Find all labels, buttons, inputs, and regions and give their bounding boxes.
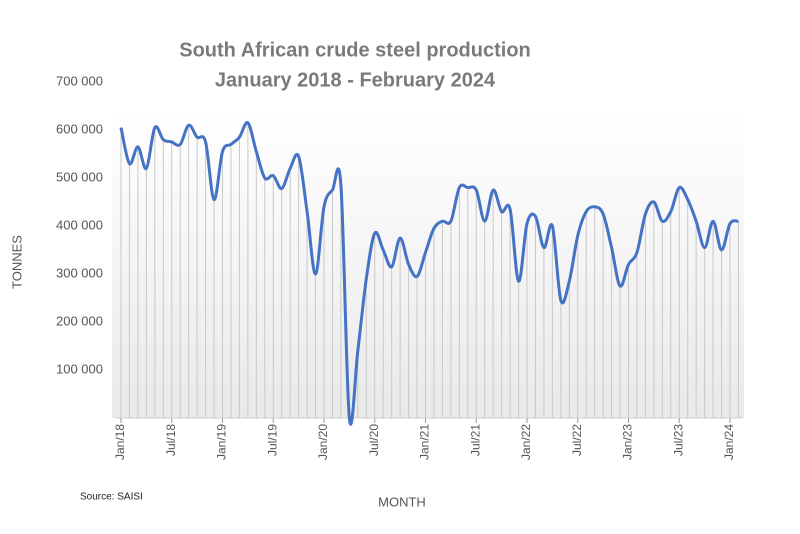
x-tick-label: Jul/18 <box>164 424 178 456</box>
x-tick-label: Jan/23 <box>621 424 635 460</box>
source-note: Source: SAISI <box>80 492 143 503</box>
x-axis-label: MONTH <box>378 494 426 509</box>
chart-title: South African crude steel production <box>179 39 531 61</box>
x-tick-label: Jan/21 <box>418 424 432 460</box>
y-tick-label: 100 000 <box>56 361 103 376</box>
x-tick-label: Jan/18 <box>113 424 127 460</box>
x-tick-label: Jul/21 <box>468 424 482 456</box>
chart-subtitle: January 2018 - February 2024 <box>215 69 496 91</box>
y-tick-label: 500 000 <box>56 169 103 184</box>
x-tick-label: Jul/22 <box>570 424 584 456</box>
x-tick-label: Jan/20 <box>316 424 330 460</box>
y-tick-label: 400 000 <box>56 217 103 232</box>
x-tick-label: Jan/19 <box>215 424 229 460</box>
y-tick-label: 200 000 <box>56 313 103 328</box>
series-line <box>119 121 739 426</box>
x-tick-label: Jan/22 <box>519 424 533 460</box>
x-tick-label: Jan/24 <box>722 424 736 460</box>
x-tick-label: Jul/19 <box>265 424 279 456</box>
y-tick-label: 300 000 <box>56 265 103 280</box>
plot-area <box>112 110 744 418</box>
x-tick-label: Jul/23 <box>671 424 685 456</box>
y-axis-label: TONNES <box>9 235 24 289</box>
x-tick-label: Jul/20 <box>367 424 381 456</box>
y-tick-label: 600 000 <box>56 121 103 136</box>
y-tick-label: 700 000 <box>56 73 103 88</box>
